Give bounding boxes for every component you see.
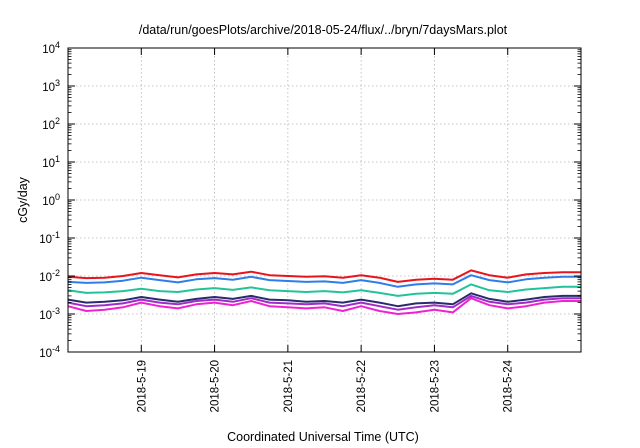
x-tick-label: 2018-5-23	[429, 360, 441, 412]
series-line-5	[67, 294, 581, 311]
chart-title: /data/run/goesPlots/archive/2018-05-24/f…	[139, 23, 508, 37]
series-line-3	[67, 283, 581, 297]
y-tick-exponent: 2	[55, 116, 60, 126]
y-axis-label: cGy/day	[16, 176, 30, 223]
y-tick-label: 104	[42, 40, 60, 56]
y-tick-exponent: -1	[52, 230, 60, 240]
y-tick-base: 10	[42, 196, 55, 208]
y-tick-exponent: 4	[55, 40, 60, 50]
y-tick-exponent: -3	[52, 306, 60, 316]
x-tick-label: 2018-5-22	[356, 360, 368, 412]
y-tick-base: 10	[42, 44, 55, 56]
y-tick-exponent: -2	[52, 268, 60, 278]
y-tick-base: 10	[39, 310, 52, 322]
y-tick-base: 10	[42, 120, 55, 132]
y-tick-label: 100	[42, 192, 60, 208]
y-tick-base: 10	[42, 82, 55, 94]
y-tick-exponent: -4	[52, 344, 60, 354]
y-tick-label: 101	[42, 154, 60, 170]
y-tick-label: 102	[42, 116, 60, 132]
y-tick-base: 10	[42, 158, 55, 170]
y-tick-base: 10	[39, 348, 52, 360]
x-axis: 2018-5-19 2018-5-20 2018-5-21 2018-5-22 2018…	[136, 48, 515, 412]
y-tick-label: 103	[42, 78, 60, 94]
y-tick-label: 10-4	[39, 344, 60, 360]
y-tick-base: 10	[39, 234, 52, 246]
y-tick-exponent: 1	[55, 154, 60, 164]
y-tick-exponent: 0	[55, 192, 60, 202]
y-tick-label: 10-2	[39, 268, 60, 284]
series-line-1	[67, 269, 581, 283]
x-axis-label: Coordinated Universal Time (UTC)	[227, 430, 419, 444]
x-tick-label: 2018-5-21	[283, 360, 295, 412]
series-line-2	[67, 274, 581, 288]
y-tick-label: 10-1	[39, 230, 60, 246]
y-tick-label: 10-3	[39, 306, 60, 322]
series-lines	[67, 269, 581, 315]
y-tick-base: 10	[39, 272, 52, 284]
x-tick-label: 2018-5-20	[210, 360, 222, 412]
y-tick-exponent: 3	[55, 78, 60, 88]
series-line-4	[67, 292, 581, 308]
x-tick-label: 2018-5-24	[503, 359, 515, 412]
series-line-6	[67, 297, 581, 315]
x-tick-label: 2018-5-19	[136, 360, 148, 412]
